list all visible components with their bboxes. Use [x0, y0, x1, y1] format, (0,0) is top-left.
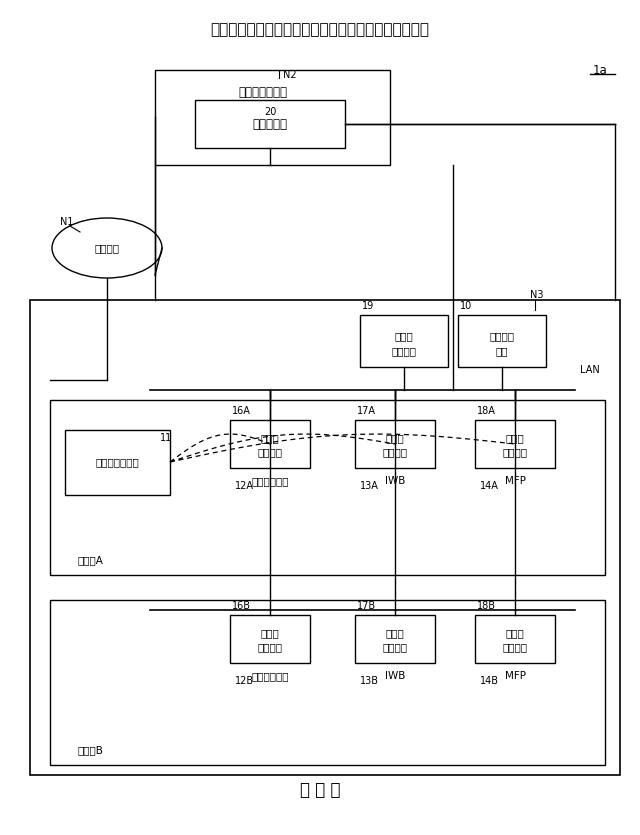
Text: 13B: 13B [360, 676, 379, 686]
Text: 情報蓄積: 情報蓄積 [490, 331, 515, 341]
Text: IWB: IWB [385, 671, 405, 681]
Text: プロジェクタ: プロジェクタ [252, 671, 289, 681]
Text: MFP: MFP [504, 671, 525, 681]
Text: 12A: 12A [235, 481, 254, 491]
Text: 会議室A: 会議室A [77, 555, 103, 565]
Text: 近距離: 近距離 [260, 433, 280, 443]
Text: 16A: 16A [232, 406, 251, 416]
Text: 近距離: 近距離 [260, 628, 280, 638]
Text: 10: 10 [460, 301, 472, 311]
Text: IWB: IWB [385, 476, 405, 486]
FancyBboxPatch shape [65, 430, 170, 495]
Text: 近距離: 近距離 [506, 433, 524, 443]
Text: 18B: 18B [477, 601, 496, 611]
FancyBboxPatch shape [360, 315, 448, 367]
Text: 11: 11 [160, 433, 172, 443]
Text: 近距離: 近距離 [506, 628, 524, 638]
Text: 無線装置: 無線装置 [257, 447, 282, 457]
Text: 近距離: 近距離 [386, 433, 404, 443]
Text: 19: 19 [362, 301, 374, 311]
Text: 近距離: 近距離 [386, 628, 404, 638]
Text: 14B: 14B [480, 676, 499, 686]
Text: 17B: 17B [357, 601, 376, 611]
Text: インターネット: インターネット [238, 85, 287, 99]
Text: 18A: 18A [477, 406, 496, 416]
Text: プロジェクタ: プロジェクタ [252, 476, 289, 486]
FancyBboxPatch shape [195, 100, 345, 148]
FancyBboxPatch shape [475, 615, 555, 663]
Text: N1: N1 [60, 217, 74, 227]
Text: 中継サーバ: 中継サーバ [253, 118, 287, 130]
Text: 会議室B: 会議室B [77, 745, 103, 755]
Text: 無線装置: 無線装置 [502, 447, 527, 457]
Text: 1a: 1a [593, 63, 607, 77]
Text: ・ ・ ・: ・ ・ ・ [300, 781, 340, 799]
FancyBboxPatch shape [230, 615, 310, 663]
FancyBboxPatch shape [475, 420, 555, 468]
Text: N2: N2 [282, 70, 296, 80]
Text: 13A: 13A [360, 481, 379, 491]
Text: 14A: 14A [480, 481, 499, 491]
Ellipse shape [52, 218, 162, 278]
Text: 電話回線: 電話回線 [95, 243, 120, 253]
Text: 無線装置: 無線装置 [257, 642, 282, 652]
Text: 16B: 16B [232, 601, 251, 611]
FancyBboxPatch shape [30, 300, 620, 775]
Text: 無線装置: 無線装置 [502, 642, 527, 652]
Text: 装置: 装置 [496, 346, 508, 356]
FancyBboxPatch shape [50, 600, 605, 765]
Text: 17A: 17A [357, 406, 376, 416]
Text: 近距離: 近距離 [395, 331, 413, 341]
Text: 20: 20 [264, 107, 276, 117]
Text: 無線装置: 無線装置 [383, 642, 408, 652]
Text: 無線装置: 無線装置 [383, 447, 408, 457]
FancyBboxPatch shape [355, 615, 435, 663]
Text: N3: N3 [530, 290, 543, 300]
FancyBboxPatch shape [355, 420, 435, 468]
Text: LAN: LAN [580, 365, 600, 375]
FancyBboxPatch shape [230, 420, 310, 468]
FancyBboxPatch shape [155, 70, 390, 165]
Text: 12B: 12B [235, 676, 254, 686]
Text: 本実施形態に係る連携処理システムの他の例の構成図: 本実施形態に係る連携処理システムの他の例の構成図 [211, 23, 429, 38]
Text: MFP: MFP [504, 476, 525, 486]
Text: 無線装置: 無線装置 [392, 346, 417, 356]
FancyBboxPatch shape [50, 400, 605, 575]
Text: スマートフォン: スマートフォン [95, 457, 139, 467]
FancyBboxPatch shape [458, 315, 546, 367]
